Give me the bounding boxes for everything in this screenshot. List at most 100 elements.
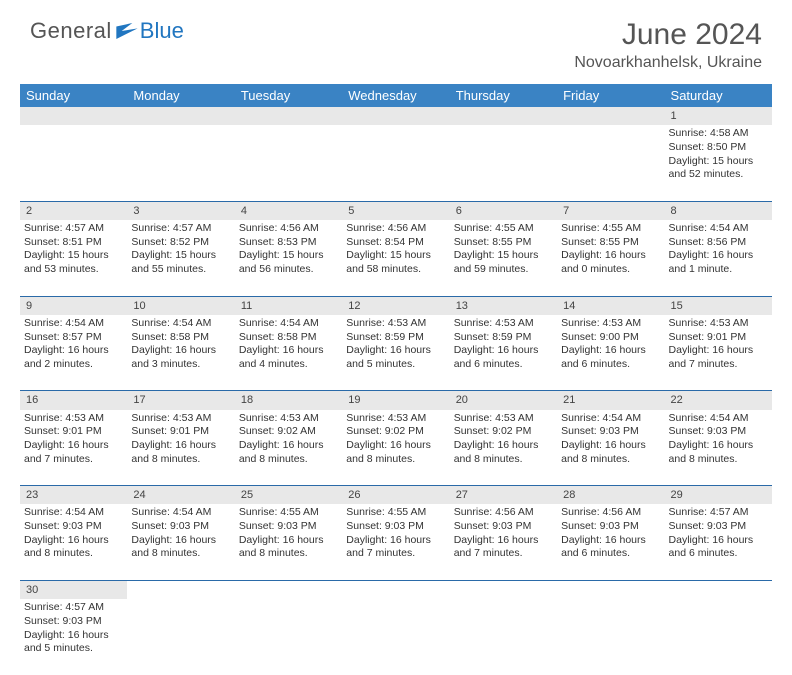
day-detail-cell: [342, 599, 449, 675]
location: Novoarkhanhelsk, Ukraine: [574, 54, 762, 72]
daylight-text: Daylight: 16 hours and 4 minutes.: [239, 344, 338, 371]
sunset-text: Sunset: 8:51 PM: [24, 236, 123, 250]
day-number-cell: 21: [557, 391, 664, 410]
day-number-cell: 30: [20, 580, 127, 599]
weekday-header: Wednesday: [342, 84, 449, 107]
daylight-text: Daylight: 15 hours and 52 minutes.: [669, 155, 768, 182]
week-daynum-row: 30: [20, 580, 772, 599]
day-detail-cell: Sunrise: 4:54 AMSunset: 8:57 PMDaylight:…: [20, 315, 127, 391]
header: General Blue June 2024 Novoarkhanhelsk, …: [0, 0, 792, 78]
day-detail-cell: Sunrise: 4:54 AMSunset: 8:56 PMDaylight:…: [665, 220, 772, 296]
day-detail-cell: [557, 599, 664, 675]
daylight-text: Daylight: 16 hours and 8 minutes.: [131, 439, 230, 466]
week-daynum-row: 23242526272829: [20, 486, 772, 505]
sunrise-text: Sunrise: 4:54 AM: [24, 317, 123, 331]
sunset-text: Sunset: 8:59 PM: [454, 331, 553, 345]
sunset-text: Sunset: 8:58 PM: [239, 331, 338, 345]
sunrise-text: Sunrise: 4:53 AM: [454, 412, 553, 426]
sunset-text: Sunset: 9:02 AM: [239, 425, 338, 439]
day-number-cell: 1: [665, 107, 772, 125]
title-block: June 2024 Novoarkhanhelsk, Ukraine: [574, 18, 762, 72]
week-detail-row: Sunrise: 4:53 AMSunset: 9:01 PMDaylight:…: [20, 410, 772, 486]
day-number-cell: 20: [450, 391, 557, 410]
day-detail-cell: [450, 599, 557, 675]
day-detail-cell: Sunrise: 4:56 AMSunset: 8:54 PMDaylight:…: [342, 220, 449, 296]
day-number-cell: 11: [235, 296, 342, 315]
week-detail-row: Sunrise: 4:57 AMSunset: 8:51 PMDaylight:…: [20, 220, 772, 296]
day-number-cell: 25: [235, 486, 342, 505]
sunset-text: Sunset: 8:59 PM: [346, 331, 445, 345]
day-detail-cell: Sunrise: 4:58 AMSunset: 8:50 PMDaylight:…: [665, 125, 772, 201]
sunset-text: Sunset: 8:52 PM: [131, 236, 230, 250]
week-detail-row: Sunrise: 4:57 AMSunset: 9:03 PMDaylight:…: [20, 599, 772, 675]
daylight-text: Daylight: 16 hours and 6 minutes.: [561, 344, 660, 371]
sunrise-text: Sunrise: 4:53 AM: [131, 412, 230, 426]
sunset-text: Sunset: 9:03 PM: [561, 425, 660, 439]
daylight-text: Daylight: 16 hours and 8 minutes.: [561, 439, 660, 466]
sunset-text: Sunset: 8:50 PM: [669, 141, 768, 155]
daylight-text: Daylight: 15 hours and 53 minutes.: [24, 249, 123, 276]
sunset-text: Sunset: 9:01 PM: [669, 331, 768, 345]
day-detail-cell: Sunrise: 4:53 AMSunset: 9:02 PMDaylight:…: [450, 410, 557, 486]
day-number-cell: 14: [557, 296, 664, 315]
day-number-cell: 13: [450, 296, 557, 315]
day-number-cell: 12: [342, 296, 449, 315]
page-title: June 2024: [574, 18, 762, 52]
sunrise-text: Sunrise: 4:53 AM: [346, 412, 445, 426]
sunset-text: Sunset: 9:03 PM: [346, 520, 445, 534]
day-number-cell: 5: [342, 201, 449, 220]
day-number-cell: 19: [342, 391, 449, 410]
day-detail-cell: Sunrise: 4:53 AMSunset: 9:01 PMDaylight:…: [665, 315, 772, 391]
day-detail-cell: Sunrise: 4:53 AMSunset: 9:00 PMDaylight:…: [557, 315, 664, 391]
daylight-text: Daylight: 16 hours and 8 minutes.: [24, 534, 123, 561]
week-detail-row: Sunrise: 4:54 AMSunset: 9:03 PMDaylight:…: [20, 504, 772, 580]
weekday-header: Saturday: [665, 84, 772, 107]
day-detail-cell: Sunrise: 4:56 AMSunset: 9:03 PMDaylight:…: [450, 504, 557, 580]
sunset-text: Sunset: 9:03 PM: [24, 520, 123, 534]
daylight-text: Daylight: 15 hours and 55 minutes.: [131, 249, 230, 276]
day-number-cell: [342, 580, 449, 599]
weekday-header: Tuesday: [235, 84, 342, 107]
day-detail-cell: [20, 125, 127, 201]
day-detail-cell: Sunrise: 4:54 AMSunset: 9:03 PMDaylight:…: [20, 504, 127, 580]
day-number-cell: 3: [127, 201, 234, 220]
day-number-cell: 18: [235, 391, 342, 410]
sunrise-text: Sunrise: 4:53 AM: [561, 317, 660, 331]
day-detail-cell: Sunrise: 4:53 AMSunset: 9:01 PMDaylight:…: [127, 410, 234, 486]
day-detail-cell: Sunrise: 4:53 AMSunset: 9:02 PMDaylight:…: [342, 410, 449, 486]
day-number-cell: 28: [557, 486, 664, 505]
day-detail-cell: [127, 599, 234, 675]
sunrise-text: Sunrise: 4:54 AM: [24, 506, 123, 520]
sunrise-text: Sunrise: 4:54 AM: [131, 317, 230, 331]
day-detail-cell: Sunrise: 4:54 AMSunset: 9:03 PMDaylight:…: [665, 410, 772, 486]
sunrise-text: Sunrise: 4:54 AM: [669, 222, 768, 236]
day-number-cell: [557, 580, 664, 599]
day-number-cell: [450, 580, 557, 599]
sunset-text: Sunset: 9:03 PM: [24, 615, 123, 629]
sunrise-text: Sunrise: 4:54 AM: [669, 412, 768, 426]
day-detail-cell: Sunrise: 4:55 AMSunset: 9:03 PMDaylight:…: [342, 504, 449, 580]
calendar-table: SundayMondayTuesdayWednesdayThursdayFrid…: [20, 84, 772, 675]
sunset-text: Sunset: 8:54 PM: [346, 236, 445, 250]
day-number-cell: 23: [20, 486, 127, 505]
daylight-text: Daylight: 16 hours and 7 minutes.: [24, 439, 123, 466]
day-detail-cell: Sunrise: 4:55 AMSunset: 8:55 PMDaylight:…: [450, 220, 557, 296]
day-number-cell: [127, 107, 234, 125]
day-detail-cell: Sunrise: 4:54 AMSunset: 8:58 PMDaylight:…: [127, 315, 234, 391]
day-detail-cell: Sunrise: 4:57 AMSunset: 8:51 PMDaylight:…: [20, 220, 127, 296]
day-number-cell: 4: [235, 201, 342, 220]
weekday-header: Sunday: [20, 84, 127, 107]
daylight-text: Daylight: 16 hours and 6 minutes.: [669, 534, 768, 561]
day-number-cell: 29: [665, 486, 772, 505]
sunrise-text: Sunrise: 4:55 AM: [346, 506, 445, 520]
day-detail-cell: Sunrise: 4:54 AMSunset: 9:03 PMDaylight:…: [557, 410, 664, 486]
day-number-cell: 7: [557, 201, 664, 220]
sunrise-text: Sunrise: 4:56 AM: [239, 222, 338, 236]
day-detail-cell: Sunrise: 4:57 AMSunset: 9:03 PMDaylight:…: [665, 504, 772, 580]
day-number-cell: 6: [450, 201, 557, 220]
day-number-cell: [20, 107, 127, 125]
sunset-text: Sunset: 9:03 PM: [669, 425, 768, 439]
sunrise-text: Sunrise: 4:57 AM: [131, 222, 230, 236]
logo-text-general: General: [30, 18, 112, 44]
sunrise-text: Sunrise: 4:56 AM: [561, 506, 660, 520]
